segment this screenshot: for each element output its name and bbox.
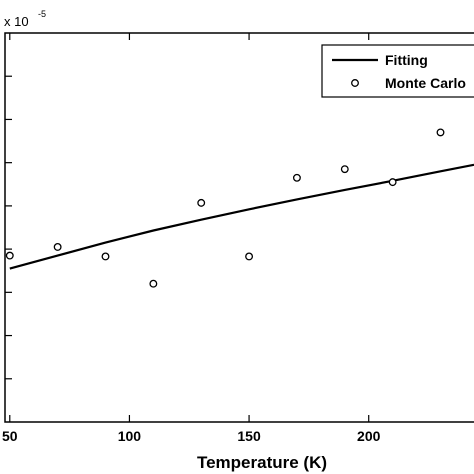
monte-carlo-point-6 [292, 173, 301, 182]
x-tick-label-0: 50 [2, 428, 18, 444]
y-exponent-power: -5 [38, 9, 46, 19]
monte-carlo-point-8 [388, 178, 397, 187]
fitting-series [9, 163, 474, 270]
legend-box [321, 44, 474, 98]
monte-carlo-point-0 [5, 251, 14, 260]
monte-carlo-point-9 [436, 128, 445, 137]
x-tick-label-1: 100 [118, 428, 142, 444]
axes: 50 100 150 200 [2, 32, 474, 444]
fitting-line [9, 163, 474, 270]
monte-carlo-point-4 [197, 198, 206, 207]
x-tick-label-2: 150 [237, 428, 261, 444]
monte-carlo-point-3 [149, 279, 158, 288]
monte-carlo-point-5 [245, 252, 254, 261]
x-tick-label-3: 200 [357, 428, 381, 444]
monte-carlo-point-1 [53, 242, 62, 251]
plot-frame [4, 32, 474, 423]
monte-carlo-point-2 [101, 252, 110, 261]
legend-monte-carlo-swatch [351, 79, 359, 87]
legend: Fitting Monte Carlo [321, 44, 474, 98]
y-exponent-label: x 10 -5 [4, 9, 46, 29]
monte-carlo-series [5, 128, 445, 288]
monte-carlo-point-7 [340, 165, 349, 174]
x-axis-label: Temperature (K) [197, 453, 327, 472]
legend-fitting-label: Fitting [385, 52, 428, 68]
legend-monte-carlo-label: Monte Carlo [385, 75, 466, 91]
y-exponent-base: x 10 [4, 14, 29, 29]
